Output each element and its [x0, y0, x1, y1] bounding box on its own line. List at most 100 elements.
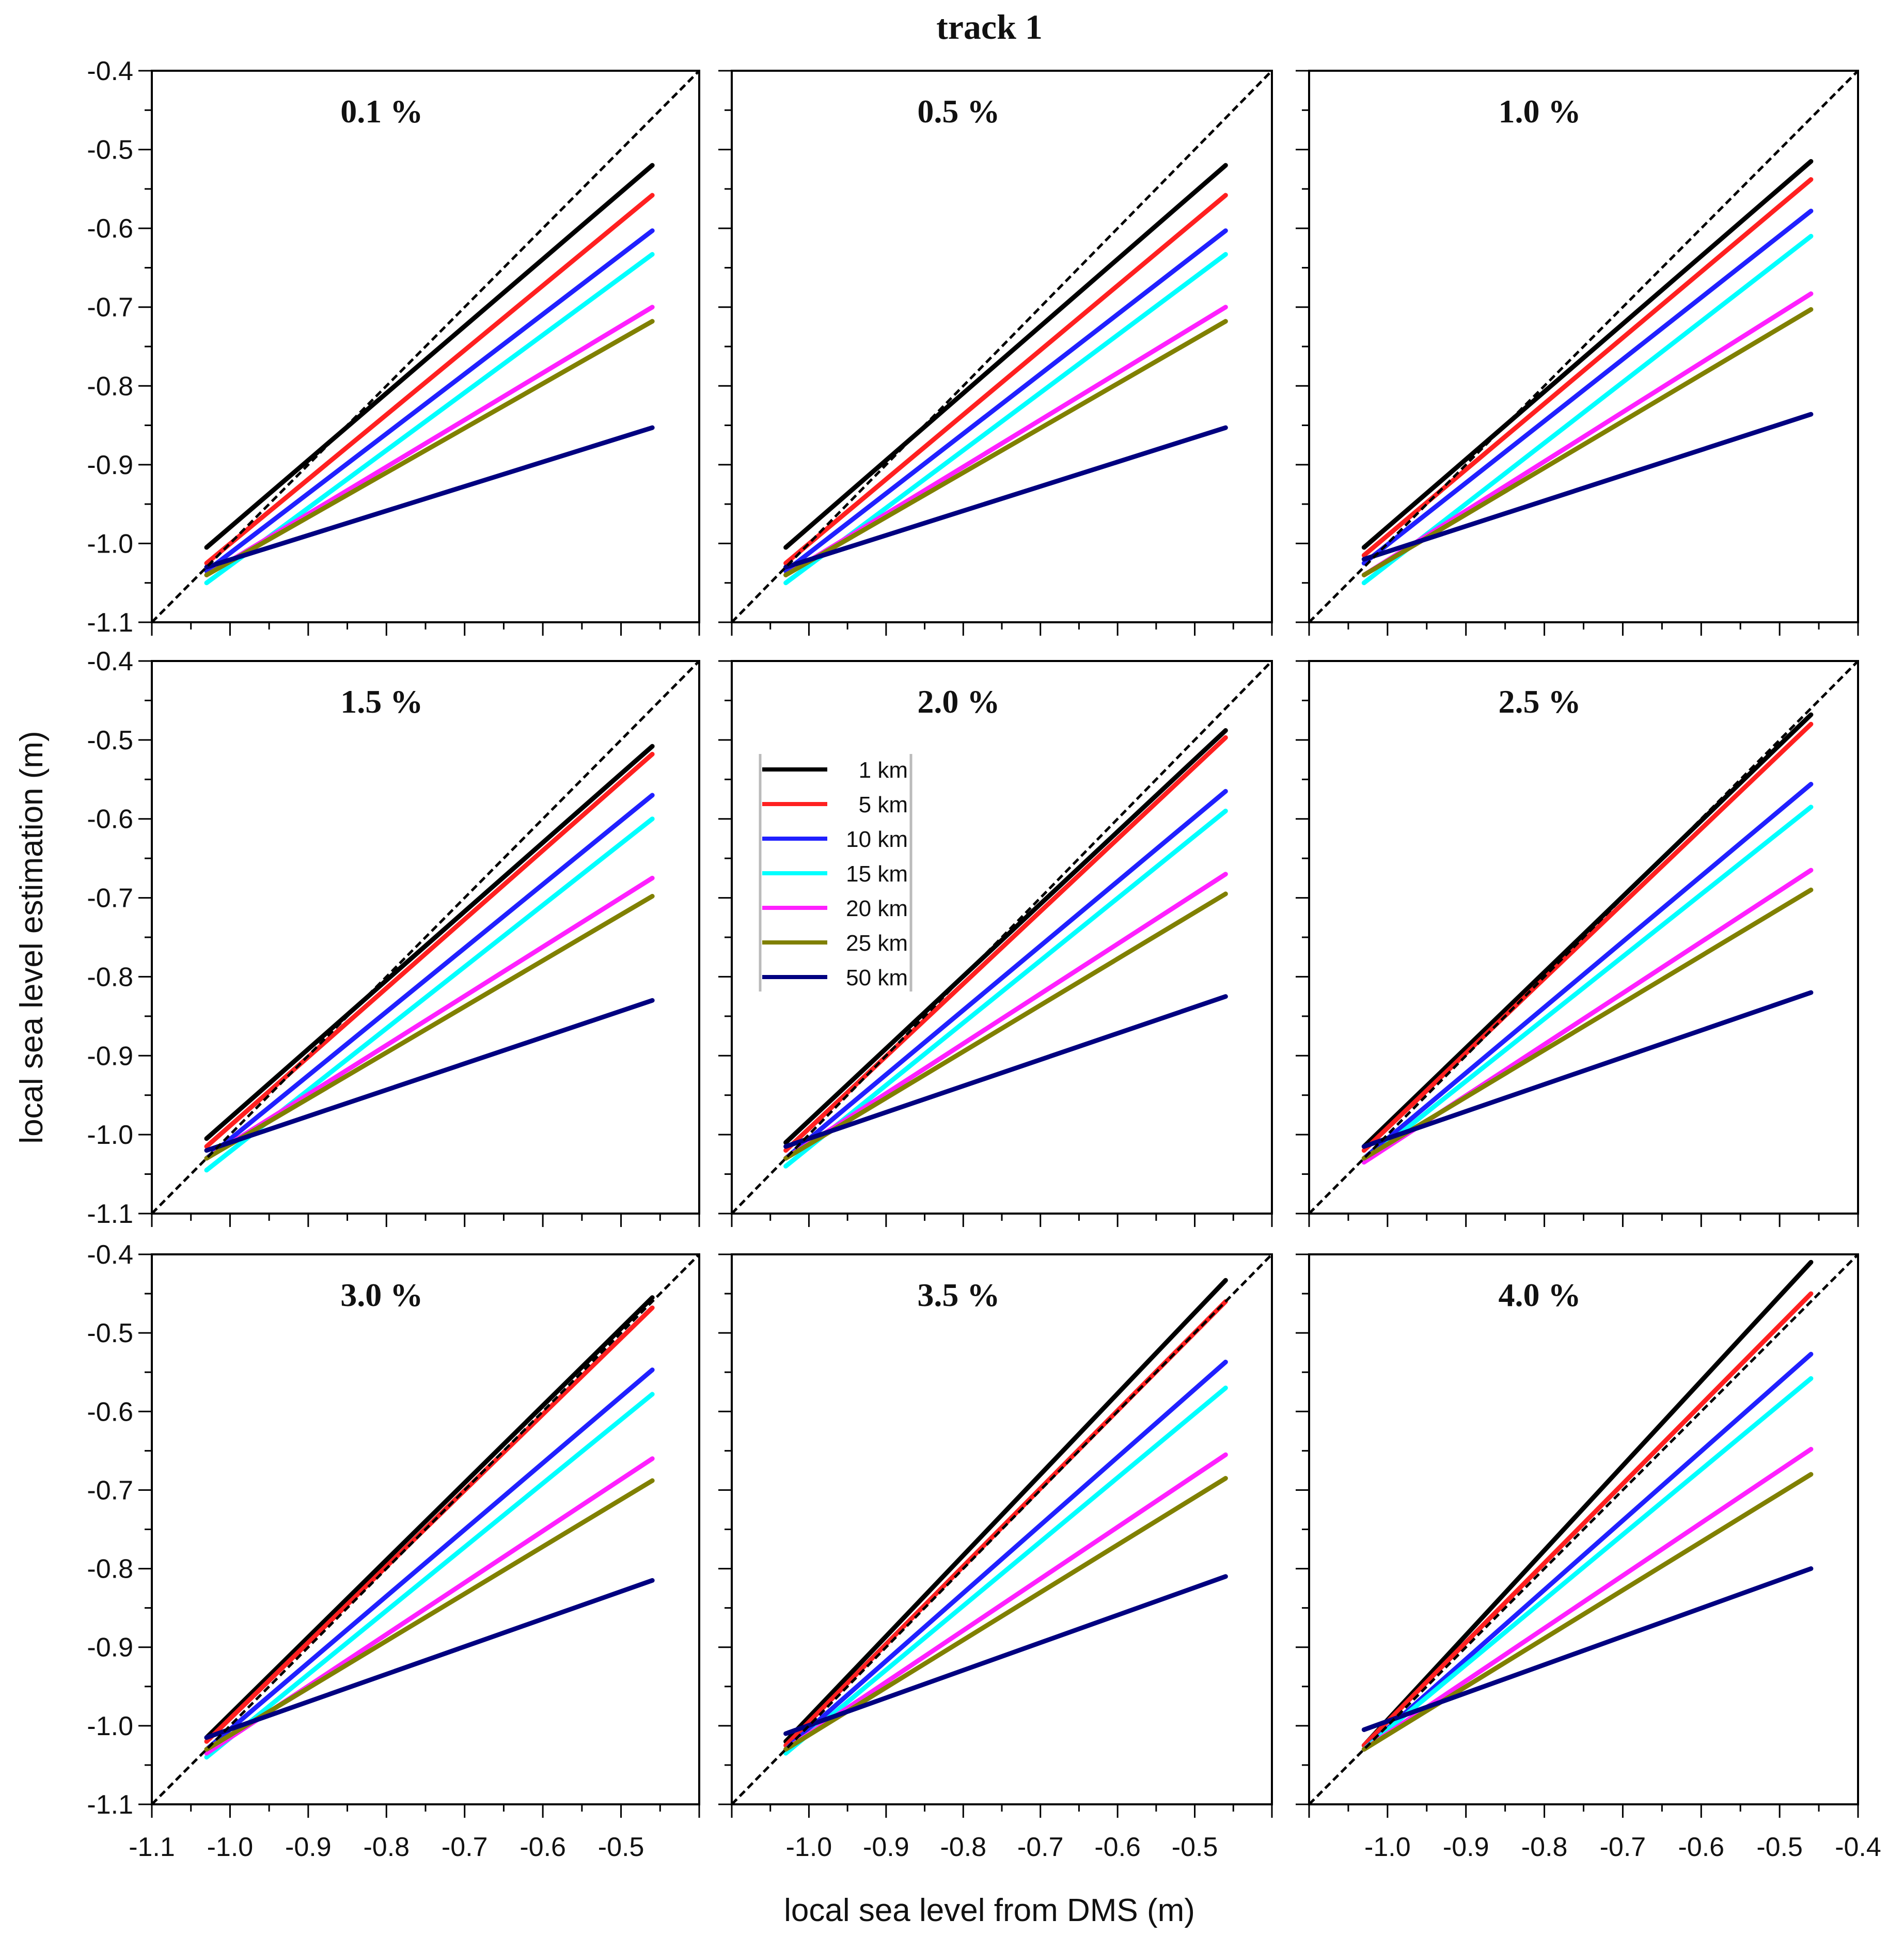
- reference-1to1-line: [1308, 70, 1859, 623]
- x-tick-label: -0.6: [520, 1832, 566, 1862]
- y-tick-label: -0.5: [87, 135, 133, 165]
- panel-title: 4.0 %: [1498, 1277, 1581, 1313]
- series-line-25-km: [1361, 307, 1814, 577]
- x-tick-label: -0.9: [1443, 1832, 1489, 1862]
- series-line-1-km: [204, 744, 655, 1141]
- x-tick-label: -0.6: [1094, 1832, 1141, 1862]
- y-tick-label: -0.4: [87, 1240, 133, 1270]
- legend-label: 25 km: [846, 931, 908, 956]
- series-line-15-km: [1361, 805, 1814, 1165]
- panel-4: 2.0 % 1 km 5 km 10 km 15 km 20 km 25 km 50 km: [718, 660, 1273, 1227]
- panel-title: 1.0 %: [1498, 93, 1581, 130]
- x-axis-label: local sea level from DMS (m): [784, 1893, 1195, 1928]
- series-line-10-km: [204, 228, 655, 574]
- reference-1to1-line: [151, 660, 700, 1215]
- series-line-10-km: [1361, 781, 1814, 1161]
- series-line-5-km: [204, 751, 655, 1149]
- x-tick-label: -1.0: [786, 1832, 832, 1862]
- x-tick-label: -0.8: [940, 1832, 986, 1862]
- y-tick-label: -1.0: [87, 1711, 133, 1741]
- y-tick-label: -1.1: [87, 1199, 133, 1229]
- series-line-1-km: [204, 1295, 655, 1740]
- y-tick-label: -1.1: [87, 1790, 133, 1820]
- y-tick-label: -0.6: [87, 805, 133, 835]
- legend: 1 km 5 km 10 km 15 km 20 km 25 km 50 km: [759, 754, 912, 992]
- series-line-20-km: [783, 1452, 1228, 1752]
- series-line-50-km: [1361, 990, 1814, 1149]
- series-line-10-km: [783, 228, 1228, 574]
- series-line-50-km: [204, 425, 655, 570]
- panel-title: 0.1 %: [340, 93, 423, 130]
- x-tick-label: -0.7: [1017, 1832, 1064, 1862]
- panel-2: 1.0 %: [1296, 70, 1859, 636]
- series-line-10-km: [204, 793, 655, 1161]
- y-tick-label: -1.1: [87, 608, 133, 638]
- series-line-50-km: [1361, 412, 1814, 562]
- x-tick-label: -1.0: [1364, 1832, 1411, 1862]
- y-axis-label: local sea level estimation (m): [14, 731, 50, 1143]
- series-line-25-km: [204, 1478, 655, 1752]
- y-tick-label: -0.7: [87, 293, 133, 323]
- reference-1to1-line: [1308, 1253, 1859, 1805]
- series-line-10-km: [783, 1359, 1228, 1752]
- legend-label: 10 km: [846, 827, 908, 852]
- series-line-5-km: [1361, 1291, 1814, 1748]
- series-line-25-km: [783, 1476, 1228, 1752]
- panel-7: -1.0 -0.9 -0.8 -0.7 -0.6 -0.5 3.5 %: [718, 1253, 1273, 1862]
- series-line-50-km: [783, 994, 1228, 1149]
- legend-label: 20 km: [846, 896, 908, 921]
- series-line-20-km: [1361, 1446, 1814, 1752]
- series-line-25-km: [204, 319, 655, 577]
- y-tick-label: -0.9: [87, 1041, 133, 1071]
- series-line-25-km: [783, 319, 1228, 577]
- legend-label: 15 km: [846, 861, 908, 887]
- chart-title: track 1: [936, 7, 1043, 46]
- y-tick-label: -0.8: [87, 962, 133, 992]
- x-tick-label: -0.8: [363, 1832, 410, 1862]
- x-tick-label: -1.1: [129, 1832, 175, 1862]
- panel-5: 2.5 %: [1296, 660, 1859, 1227]
- series-line-20-km: [204, 875, 655, 1161]
- panel-3: -0.4 -0.5 -0.6 -0.7 -0.8 -0.9 -1.0 -1.1 1.5 %: [87, 647, 700, 1229]
- series-line-15-km: [1361, 1376, 1814, 1752]
- series-line-5-km: [783, 193, 1228, 566]
- y-tick-label: -0.7: [87, 1475, 133, 1505]
- legend-label: 1 km: [859, 758, 908, 783]
- y-tick-label: -0.9: [87, 450, 133, 480]
- series-line-15-km: [783, 808, 1228, 1169]
- panel-6: -0.4 -0.5 -0.6 -0.7 -0.8 -0.9 -1.0 -1.1 -1.1 -1.0…: [87, 1240, 700, 1862]
- series-line-1-km: [1361, 159, 1814, 550]
- series-line-1-km: [783, 163, 1228, 550]
- x-tick-label: -0.5: [598, 1832, 644, 1862]
- series-line-10-km: [1361, 1351, 1814, 1752]
- y-tick-label: -0.4: [87, 56, 133, 86]
- series-line-1-km: [204, 163, 655, 550]
- y-tick-label: -0.8: [87, 1554, 133, 1584]
- x-tick-label: -0.9: [285, 1832, 332, 1862]
- y-tick-label: -0.5: [87, 1318, 133, 1348]
- x-tick-label: -0.9: [863, 1832, 909, 1862]
- y-tick-label: -0.6: [87, 1397, 133, 1427]
- y-tick-label: -0.6: [87, 214, 133, 244]
- reference-1to1-line: [731, 660, 1273, 1215]
- y-tick-label: -1.0: [87, 529, 133, 559]
- reference-1to1-line: [151, 1253, 700, 1805]
- x-tick-label: -0.7: [442, 1832, 488, 1862]
- series-line-5-km: [204, 193, 655, 566]
- panel-title: 3.5 %: [917, 1277, 1000, 1313]
- series-line-1-km: [783, 728, 1228, 1145]
- y-tick-label: -0.7: [87, 884, 133, 914]
- series-line-15-km: [1361, 233, 1814, 586]
- panel-title: 0.5 %: [917, 93, 1000, 130]
- series-line-10-km: [1361, 209, 1814, 566]
- reference-1to1-line: [731, 1253, 1273, 1805]
- series-line-25-km: [783, 891, 1228, 1161]
- panel-title: 2.0 %: [917, 683, 1000, 720]
- series-line-1-km: [783, 1278, 1228, 1744]
- panel-title: 3.0 %: [340, 1277, 423, 1313]
- reference-1to1-line: [731, 70, 1273, 623]
- y-tick-label: -0.5: [87, 726, 133, 756]
- series-line-5-km: [783, 1299, 1228, 1748]
- x-tick-label: -0.6: [1678, 1832, 1724, 1862]
- series-line-50-km: [204, 1578, 655, 1740]
